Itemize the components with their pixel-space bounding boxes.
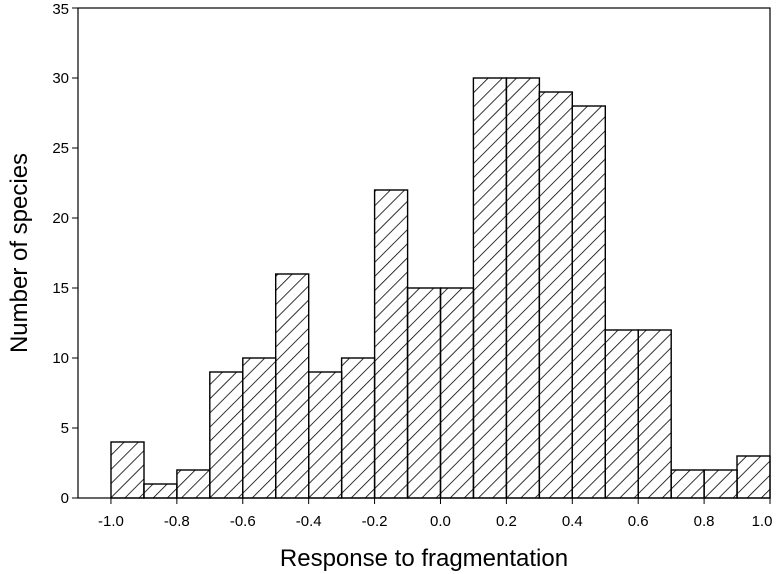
x-tick-label: 0.4 xyxy=(562,513,583,530)
x-tick-label: 1.0 xyxy=(752,513,773,530)
histogram-bar xyxy=(604,329,639,499)
histogram-bar xyxy=(571,105,606,499)
y-tick-label: 35 xyxy=(52,1,69,18)
x-tick-label: -0.2 xyxy=(362,513,388,530)
histogram-bar xyxy=(538,91,573,499)
histogram-bar xyxy=(505,77,541,499)
histogram-bar xyxy=(110,441,145,499)
y-tick-label: 5 xyxy=(61,420,69,437)
y-tick-label: 0 xyxy=(61,490,69,507)
bars-group xyxy=(110,77,771,499)
x-tick-label: 0.6 xyxy=(628,513,649,530)
histogram-bar xyxy=(242,357,277,499)
histogram-bar xyxy=(472,77,508,499)
x-tick-label: -1.0 xyxy=(98,513,124,530)
y-tick-label: 20 xyxy=(52,210,69,227)
x-tick-label: -0.4 xyxy=(296,513,322,530)
histogram-bar xyxy=(340,357,376,499)
histogram-bar xyxy=(670,469,705,499)
y-tick-label: 25 xyxy=(52,140,69,157)
histogram-bar xyxy=(406,287,442,499)
x-axis-title: Response to fragmentation xyxy=(280,545,568,572)
histogram-bar xyxy=(275,273,310,499)
histogram-bar xyxy=(373,189,409,499)
y-tick-label: 15 xyxy=(52,280,69,297)
histogram-bar xyxy=(736,455,771,499)
plot-frame xyxy=(77,7,771,499)
histogram-bar xyxy=(308,371,343,499)
x-tick-label: 0.2 xyxy=(496,513,517,530)
x-tick-label: -0.8 xyxy=(164,513,190,530)
histogram-bar xyxy=(637,329,672,499)
histogram-bar xyxy=(209,371,244,499)
histogram-bar xyxy=(703,469,738,499)
x-axis: -1.0 -0.8 -0.6 -0.4 -0.2 0.0 0.2 0.4 0.6 0.8 1.0 xyxy=(98,498,772,530)
x-tick-label: 0.0 xyxy=(430,513,451,530)
x-tick-label: -0.6 xyxy=(230,513,256,530)
histogram-bar xyxy=(143,483,178,499)
x-tick-label: 0.8 xyxy=(694,513,715,530)
y-tick-label: 30 xyxy=(52,70,69,87)
y-axis-title: Number of species xyxy=(6,153,33,353)
histogram-bar xyxy=(439,287,475,499)
histogram-bar xyxy=(176,469,211,499)
y-tick-label: 10 xyxy=(52,350,69,367)
y-axis: 0 5 10 15 20 25 30 35 xyxy=(52,1,78,507)
